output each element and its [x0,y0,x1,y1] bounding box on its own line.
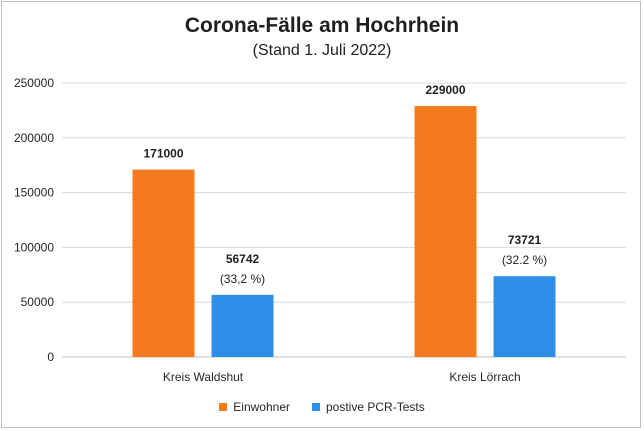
y-tick-label: 50000 [21,295,55,309]
x-category-label: Kreis Waldshut [163,370,244,384]
data-sublabel: (32.2 %) [502,253,547,267]
bar-pcr [211,294,274,357]
legend-label-pcr: postive PCR-Tests [326,400,425,414]
legend-swatch-pcr [312,403,320,411]
bar-pcr [493,276,556,357]
bar-einwohner [132,169,195,357]
legend-item-einwohner: Einwohner [219,400,290,414]
legend-item-pcr: postive PCR-Tests [312,400,425,414]
data-label: 56742 [226,252,260,266]
chart-subtitle: (Stand 1. Juli 2022) [252,42,392,59]
chart-title: Corona-Fälle am Hochrhein [184,14,460,37]
y-tick-label: 200000 [14,131,54,145]
y-tick-label: 150000 [14,186,54,200]
y-tick-label: 0 [47,350,54,364]
data-label: 229000 [425,83,465,97]
legend-label-einwohner: Einwohner [233,400,290,414]
legend: Einwohner postive PCR-Tests [0,400,644,414]
data-label: 73721 [508,233,542,247]
y-tick-label: 250000 [14,76,54,90]
data-sublabel: (33,2 %) [220,272,265,286]
bar-einwohner [414,106,477,358]
x-category-label: Kreis Lörrach [449,370,520,384]
legend-swatch-einwohner [219,403,228,411]
data-label: 171000 [143,147,183,161]
y-tick-label: 100000 [14,240,54,254]
